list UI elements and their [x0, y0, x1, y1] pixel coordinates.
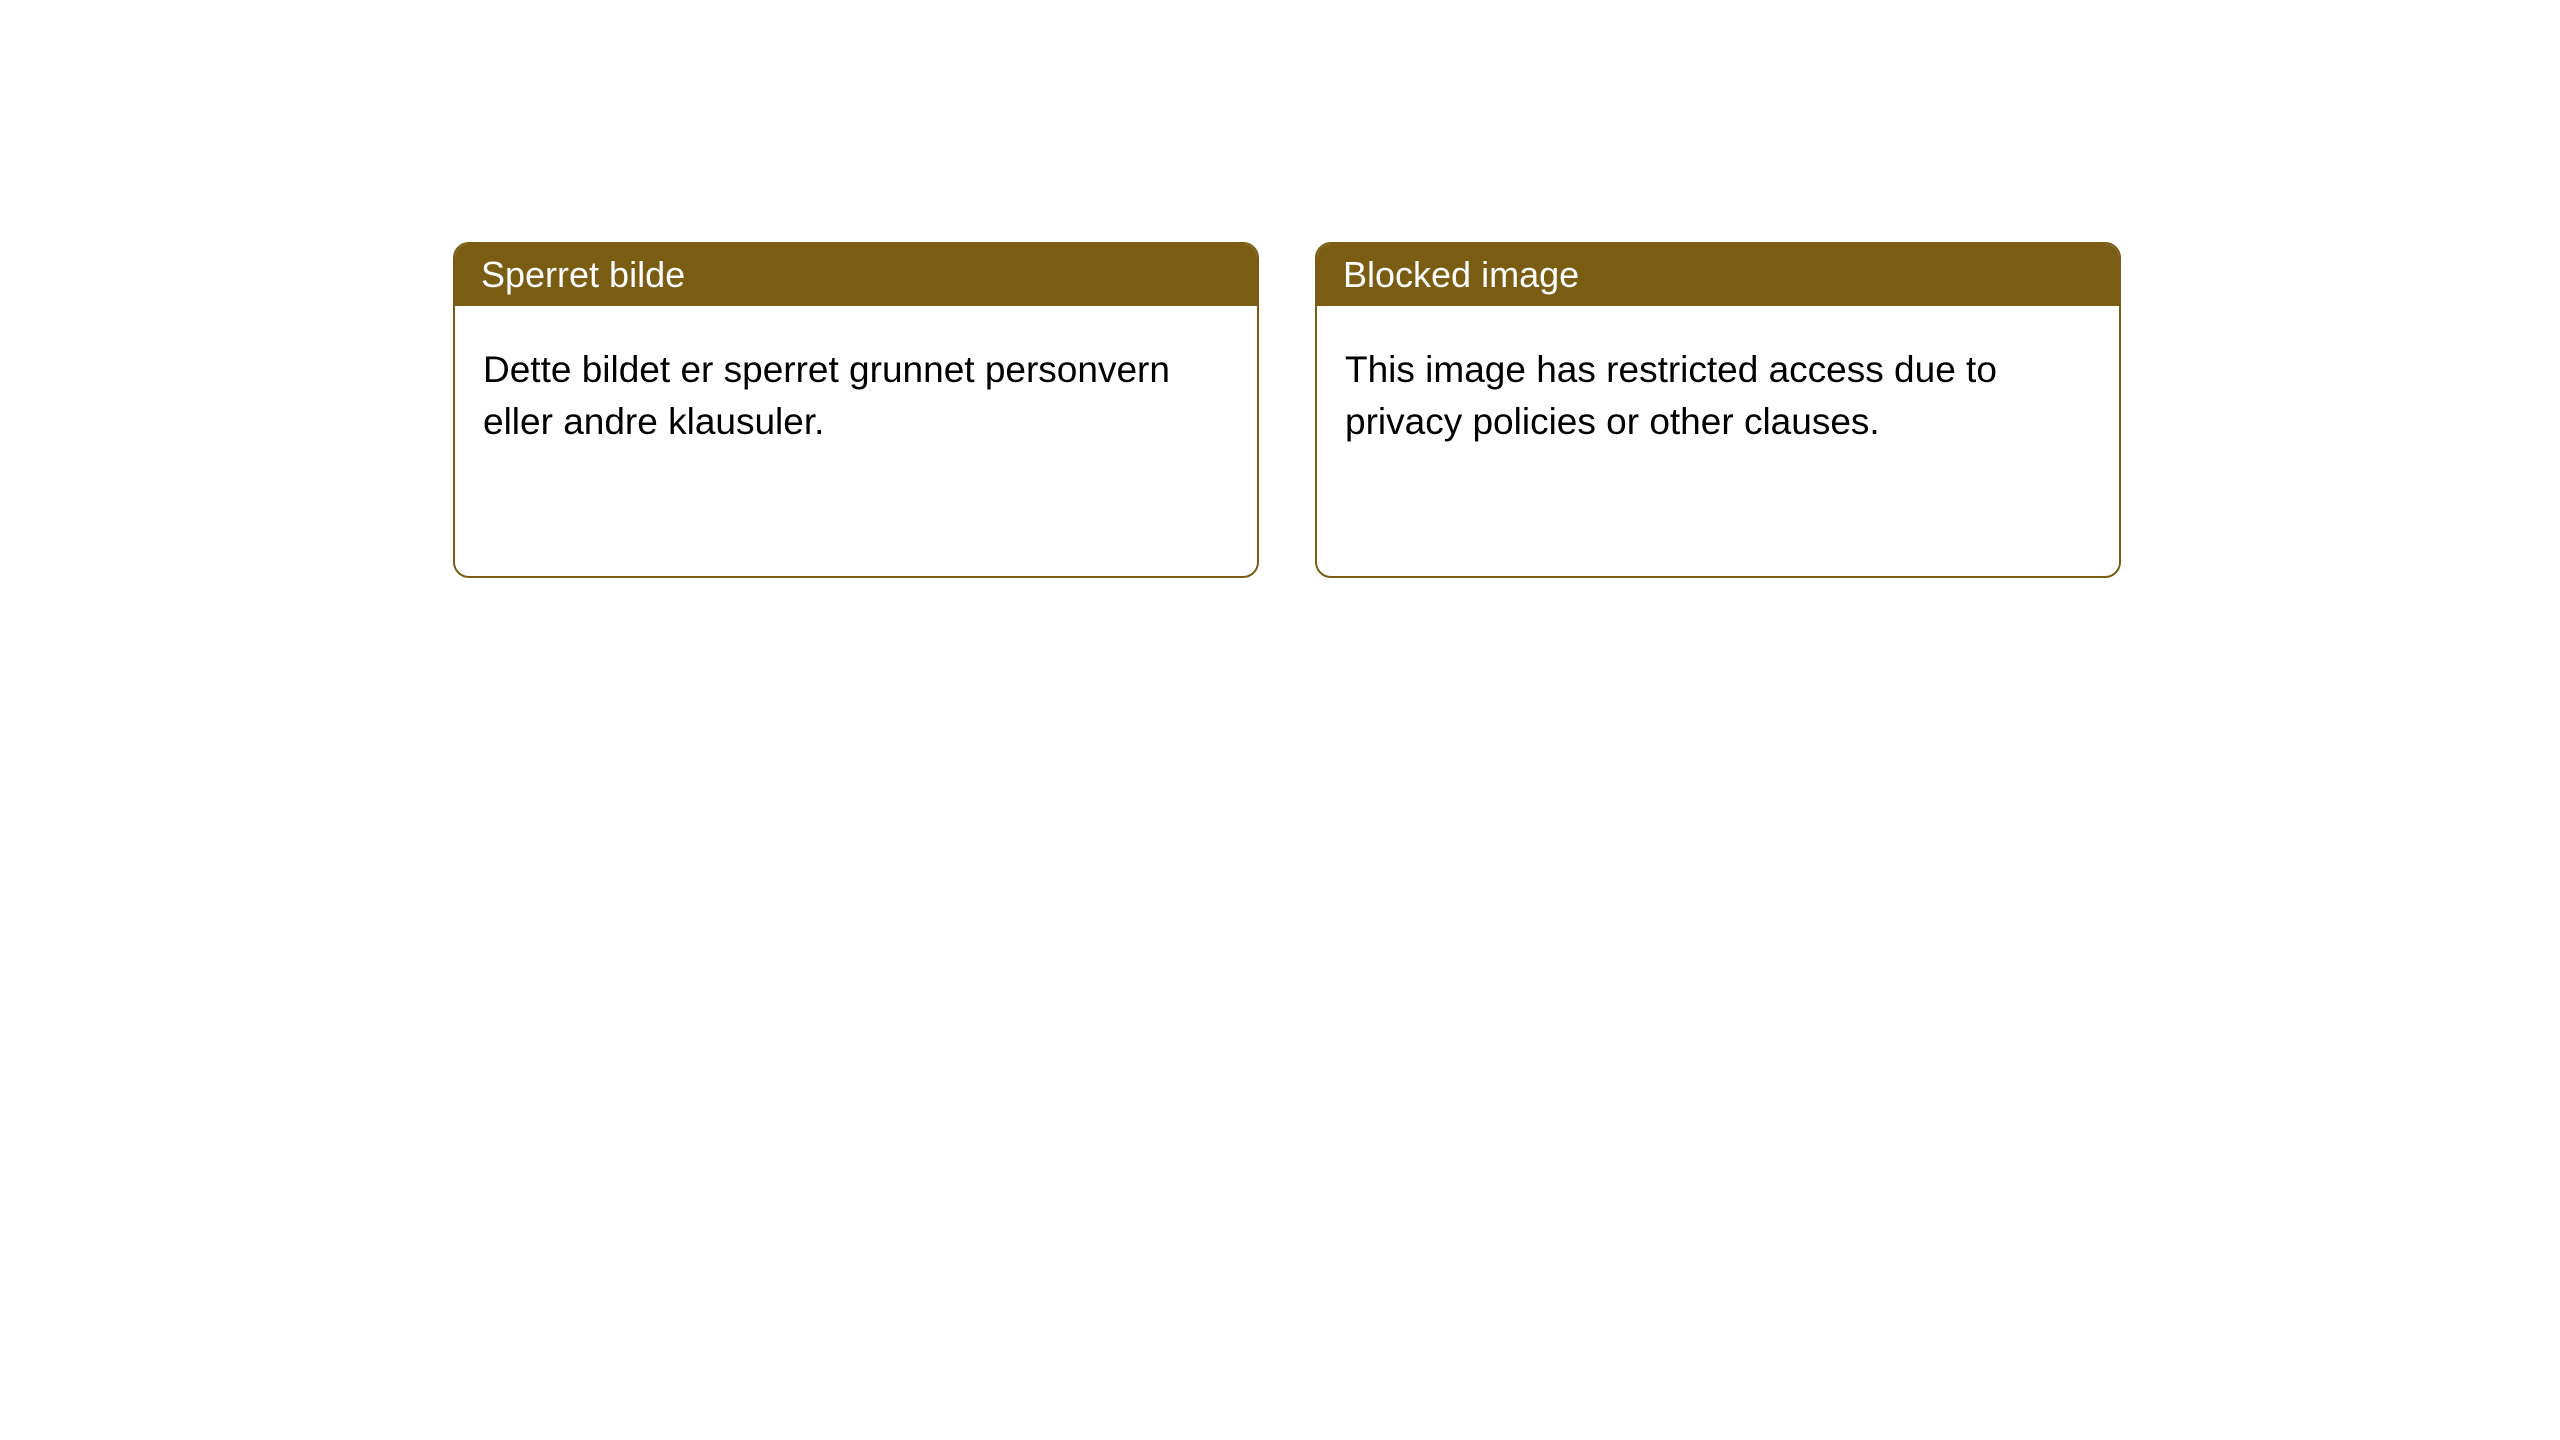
- card-header: Sperret bilde: [455, 244, 1257, 306]
- card-title: Sperret bilde: [481, 254, 685, 295]
- notice-container: Sperret bilde Dette bildet er sperret gr…: [0, 0, 2560, 578]
- card-body: This image has restricted access due to …: [1317, 306, 2119, 486]
- card-body-text: Dette bildet er sperret grunnet personve…: [483, 349, 1170, 442]
- blocked-image-card-no: Sperret bilde Dette bildet er sperret gr…: [453, 242, 1259, 578]
- card-header: Blocked image: [1317, 244, 2119, 306]
- card-title: Blocked image: [1343, 254, 1579, 295]
- card-body-text: This image has restricted access due to …: [1345, 349, 1997, 442]
- blocked-image-card-en: Blocked image This image has restricted …: [1315, 242, 2121, 578]
- card-body: Dette bildet er sperret grunnet personve…: [455, 306, 1257, 486]
